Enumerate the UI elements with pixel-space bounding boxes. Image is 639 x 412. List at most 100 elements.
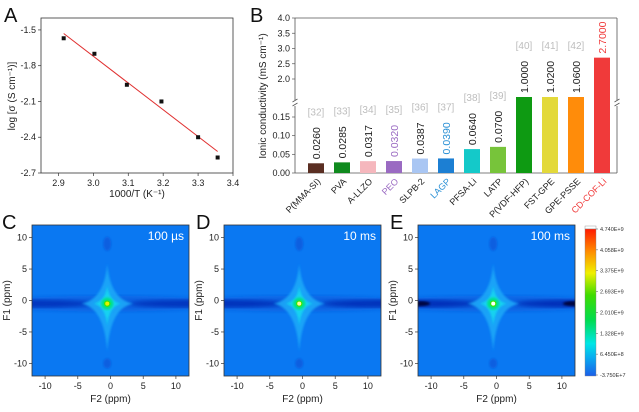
panel-letter-a: A (4, 5, 18, 27)
y-axis-label: F1 (ppm) (194, 280, 205, 321)
y-tick-label: -5 (211, 327, 219, 337)
x-axis-label: F2 (ppm) (476, 394, 517, 405)
y-tick-label-b: 4.0 (277, 13, 290, 23)
x-tick-label: 5 (141, 381, 146, 391)
y-tick-label: 0 (408, 296, 413, 306)
mixing-time-label: 10 ms (343, 229, 376, 243)
peak-center (105, 301, 110, 306)
bar-value-label: 0.0317 (363, 125, 375, 157)
y-tick-label: 0 (22, 296, 27, 306)
y-axis-label-a: log [σ (S cm⁻¹)] (7, 61, 18, 130)
peak-center (491, 301, 496, 306)
sideband-top (103, 236, 112, 251)
panel-letter-b: B (250, 5, 263, 27)
bar (464, 149, 480, 173)
y-tick-label: 10 (17, 233, 27, 243)
y-tick-label-b: 2.5 (277, 59, 290, 69)
bar (438, 158, 454, 173)
bar-value-label: 0.0640 (467, 113, 479, 145)
bar-value-label: 0.0260 (311, 127, 323, 159)
heatmap-area (32, 225, 189, 376)
colorbar-tick-label: 1.328E+9 (600, 331, 624, 337)
mixing-time-label: 100 ms (531, 229, 570, 243)
right-dark-ridge (515, 299, 575, 308)
bar-value-label: 0.0387 (415, 122, 427, 154)
sideband-bottom (295, 358, 304, 369)
x-tick-label: -5 (266, 381, 274, 391)
bar (308, 163, 324, 173)
y-tick-label-b: 0.00 (272, 168, 290, 178)
y-tick-label: -5 (405, 327, 413, 337)
left-edge-dark (418, 301, 430, 307)
sideband-bottom (489, 358, 498, 369)
data-point (159, 99, 164, 104)
panel-b-conductivity-bar-chart: B 0.00 0.05 0.10 0.15 2.0 2.5 3.0 3.5 4.0 0.0260… (250, 5, 620, 219)
y-tick-label: 5 (214, 264, 219, 274)
bar (516, 97, 532, 173)
y-tick-label-b: 0.10 (272, 131, 290, 141)
sideband-top (295, 236, 304, 251)
bar-lower (594, 97, 610, 173)
y-axis-label-b: Ionic conductivity (mS cm⁻¹) (258, 33, 269, 158)
right-dark-ridge (129, 299, 189, 308)
bar (490, 146, 506, 173)
heatmap-area (224, 225, 381, 376)
panel-letter: E (390, 212, 403, 234)
bar-reference-label: [36] (412, 103, 429, 114)
colorbar-tick-label: 4.058E+9 (600, 248, 624, 254)
plot-frame-a (40, 17, 234, 174)
bar-value-label: 0.0700 (493, 111, 505, 143)
bar-value-label: 1.0600 (571, 61, 583, 93)
bar-reference-label: [41] (542, 41, 559, 52)
x-tick-label: 0 (300, 381, 305, 391)
bar-value-label: 2.7000 (597, 21, 609, 53)
x-tick-label: -10 (39, 381, 52, 391)
bar-reference-label: [32] (308, 107, 325, 118)
bar-reference-label: [33] (334, 106, 351, 117)
panel-d-nmr-heatmap: D -10 -10 -5 -5 0 0 5 5 10 10 F2 (ppm) F1 (ppm) 10 ms (194, 212, 382, 405)
panel-e-nmr-heatmap: E -10 -10 -5 -5 0 0 5 5 10 10 F2 (ppm) F1 (ppm) 100 m… (388, 212, 576, 405)
y-tick-label-b: 2.0 (277, 74, 290, 84)
y-tick-label-a: -1.5 (20, 25, 36, 35)
bar-reference-label: [37] (438, 102, 455, 113)
colorbar-gradient (584, 228, 597, 377)
panel-letter: C (2, 212, 16, 234)
x-tick-label-a: 3.4 (227, 178, 240, 188)
y-tick-label-a: -2.4 (20, 132, 36, 142)
bar (386, 161, 402, 173)
colorbar-tick-label: 2.693E+9 (600, 290, 624, 296)
x-tick-label-a: 3.3 (192, 178, 205, 188)
x-tick-label: -5 (74, 381, 82, 391)
x-tick-label: 0 (494, 381, 499, 391)
x-tick-label: 10 (171, 381, 181, 391)
bar (360, 161, 376, 173)
y-tick-label: -10 (14, 358, 27, 368)
x-tick-label-a: 2.9 (52, 178, 65, 188)
bar-upper (594, 57, 610, 100)
bar-value-label: 0.0390 (441, 122, 453, 154)
colorbar-tick-label: 2.010E+9 (600, 310, 624, 316)
right-edge-dark (563, 301, 575, 307)
colorbar: 4.740E+9 4.058E+9 3.375E+9 2.693E+9 2.010E+9… (584, 225, 626, 379)
x-tick-label-a: 3.2 (157, 178, 170, 188)
right-dark-ridge (321, 299, 381, 308)
y-tick-label: 10 (209, 233, 219, 243)
left-dark-ridge (32, 299, 92, 308)
bar-value-label: 1.0000 (519, 61, 531, 93)
bar-reference-label: [42] (568, 41, 585, 52)
x-tick-label-a: 3.1 (122, 178, 135, 188)
bar-value-label: 1.0200 (545, 61, 557, 93)
x-tick-label: -10 (425, 381, 438, 391)
x-axis-label: F2 (ppm) (282, 394, 323, 405)
x-tick-label: 0 (108, 381, 113, 391)
category-label: SLPB-2 (397, 176, 426, 205)
bar-value-label: 0.0320 (389, 125, 401, 157)
y-tick-label: -10 (400, 358, 413, 368)
y-tick-label: 5 (22, 264, 27, 274)
y-tick-label-a: -1.8 (20, 61, 36, 71)
bar-reference-label: [40] (516, 41, 533, 52)
mixing-time-label: 100 µs (148, 229, 184, 243)
bar-reference-label: [34] (360, 105, 377, 116)
panel-a-arrhenius-plot: A 2.9 3.0 3.1 3.2 3.3 3.4 -1.5 -1.8 -2.1 -2.4 -2.7… (4, 5, 239, 200)
y-tick-label-b: 3.5 (277, 28, 290, 38)
